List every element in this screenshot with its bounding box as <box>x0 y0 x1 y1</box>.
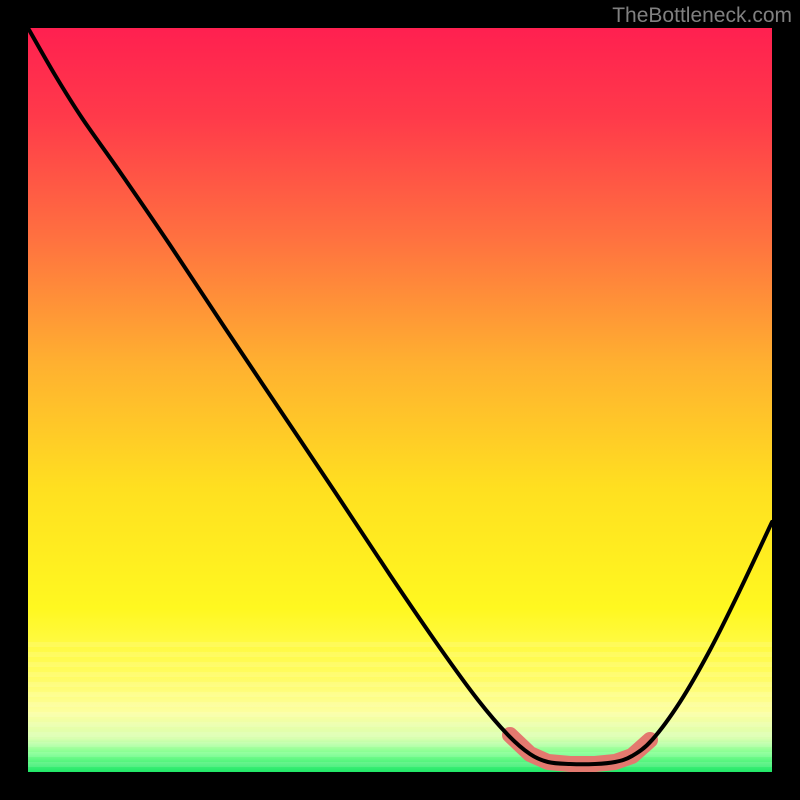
watermark-text: TheBottleneck.com <box>612 4 792 28</box>
chart-container: TheBottleneck.com <box>0 0 800 800</box>
bottleneck-chart <box>0 0 800 800</box>
